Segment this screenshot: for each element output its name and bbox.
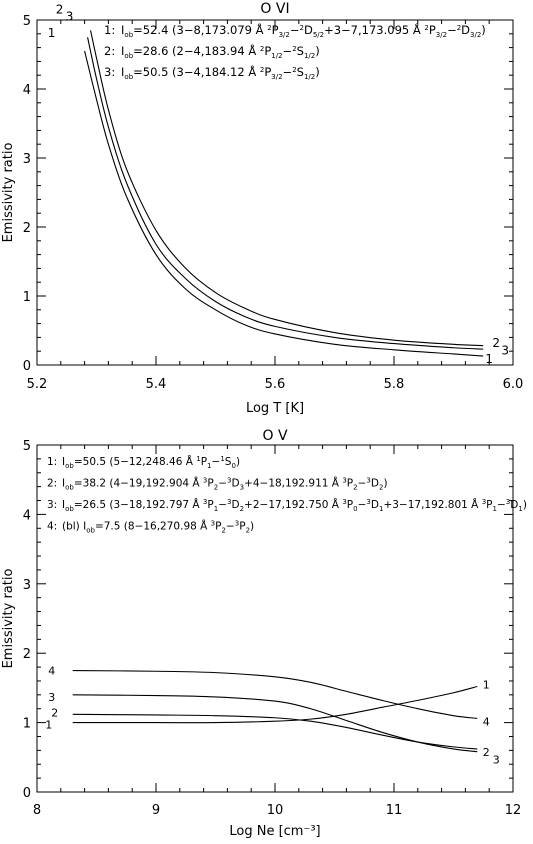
- series-label-end-2: 2: [492, 336, 500, 350]
- x-tick-label: 10: [267, 803, 284, 818]
- x-axis-label: Log Ne [cm⁻³]: [229, 824, 320, 839]
- series-line-3: [72, 694, 478, 753]
- chart-title: O VI: [260, 1, 289, 17]
- y-axis-label: Emissivity ratio: [1, 569, 16, 669]
- y-tick-label: 3: [23, 152, 31, 167]
- y-tick-label: 2: [23, 221, 31, 236]
- y-tick-label: 4: [23, 508, 31, 523]
- x-tick-label: 5.2: [27, 377, 48, 392]
- series-line-2: [72, 713, 478, 750]
- x-tick-label: 9: [152, 803, 160, 818]
- series-line-1: [84, 50, 484, 357]
- series-label-end-1: 1: [485, 352, 493, 366]
- series-label-end-1: 1: [483, 679, 490, 692]
- series-label-end-3: 3: [493, 754, 500, 767]
- x-tick-label: 5.6: [265, 377, 286, 392]
- series-label-start-1: 1: [45, 719, 52, 732]
- legend-entry-text: (bl) Iob=7.5 (8−16,270.98 Å 3P2−3P2): [62, 520, 254, 535]
- y-tick-label: 1: [23, 290, 31, 305]
- legend-entry-number: 2:: [104, 44, 115, 58]
- series-line-4: [72, 670, 478, 719]
- legend-entry-number: 1:: [104, 23, 115, 37]
- x-tick-label: 6.0: [503, 377, 524, 392]
- series-label-end-4: 4: [483, 715, 490, 728]
- legend-entry-text: Iob=50.5 (5−12,248.46 Å 1P1−1S0): [62, 455, 240, 470]
- legend-entry-number: 4:: [47, 521, 57, 533]
- legend-entry-number: 3:: [104, 65, 115, 79]
- x-tick-label: 11: [386, 803, 403, 818]
- plot-frame: [36, 444, 514, 793]
- y-tick-label: 1: [23, 717, 31, 732]
- legend-entry-number: 3:: [47, 499, 57, 511]
- series-line-1: [72, 685, 478, 724]
- y-axis-label: Emissivity ratio: [1, 143, 16, 243]
- x-tick-label: 12: [505, 803, 522, 818]
- series-line-2: [87, 37, 484, 350]
- legend-entry-text: Iob=38.2 (4−19,192.904 Å 3P2−3D3+4−18,19…: [62, 477, 388, 492]
- legend-entry-text: Iob=50.5 (3−4,184.12 Å 2P3/2−2S1/2): [121, 64, 320, 81]
- y-tick-label: 5: [23, 439, 31, 454]
- series-label-end-3: 3: [501, 344, 509, 358]
- y-tick-label: 5: [23, 14, 31, 29]
- series-label-start-4: 4: [48, 665, 55, 678]
- series-label-start-3: 3: [48, 691, 55, 704]
- y-tick-label: 2: [23, 647, 31, 662]
- x-tick-label: 5.4: [146, 377, 167, 392]
- series-line-3: [90, 30, 484, 347]
- series-label-start-1: 1: [48, 26, 56, 40]
- y-tick-label: 4: [23, 83, 31, 98]
- legend-entry-text: Iob=26.5 (3−18,192.797 Å 3P1−3D2+2−17,19…: [62, 498, 527, 513]
- legend-entry-text: Iob=52.4 (3−8,173.079 Å 2P3/2−2D5/2+3−7,…: [121, 22, 486, 39]
- y-tick-label: 3: [23, 578, 31, 593]
- y-tick-label: 0: [23, 786, 31, 801]
- series-label-start-2: 2: [51, 706, 58, 719]
- x-tick-label: 5.8: [384, 377, 405, 392]
- legend-entry-number: 1:: [47, 456, 57, 468]
- legend-entry-text: Iob=28.6 (2−4,183.94 Å 2P1/2−2S1/2): [121, 43, 320, 60]
- series-label-end-2: 2: [483, 746, 490, 759]
- chart-title: O V: [262, 428, 287, 444]
- series-label-start-3: 3: [66, 9, 74, 23]
- x-tick-label: 8: [33, 803, 41, 818]
- legend-entry-number: 2:: [47, 478, 57, 490]
- y-tick-label: 0: [23, 359, 31, 374]
- x-axis-label: Log T [K]: [246, 401, 304, 416]
- series-label-start-2: 2: [56, 2, 64, 16]
